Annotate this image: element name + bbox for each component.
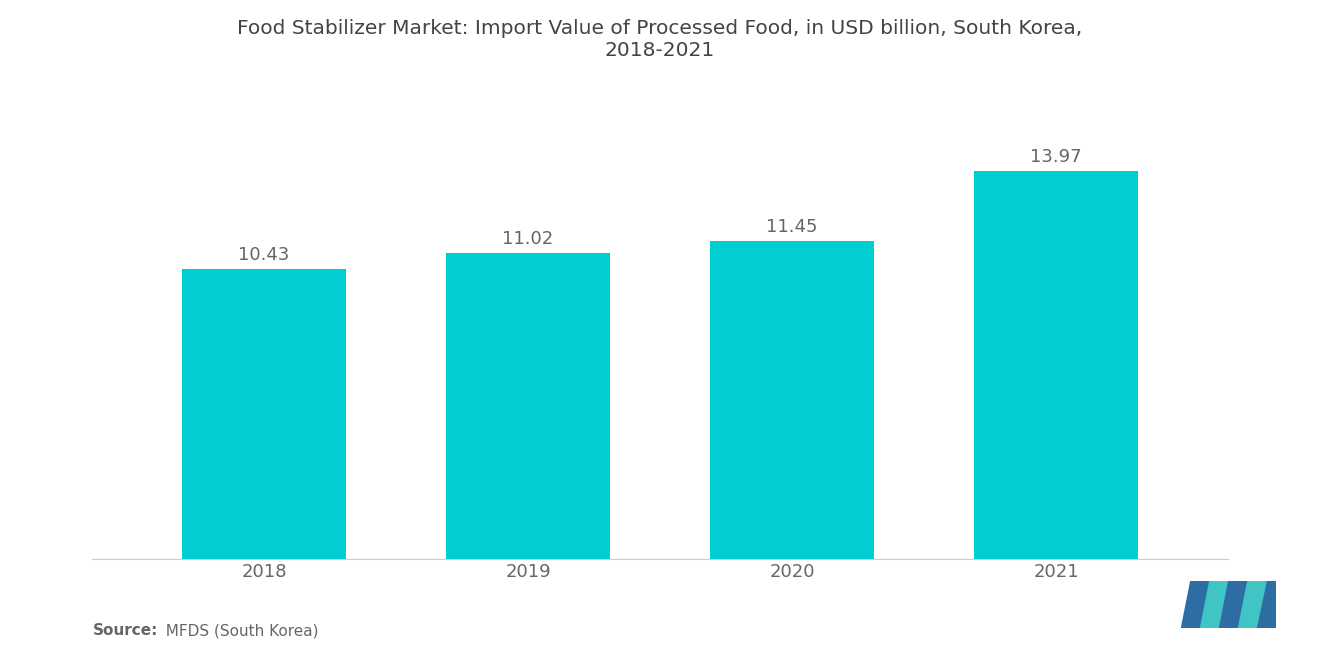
Title: Food Stabilizer Market: Import Value of Processed Food, in USD billion, South Ko: Food Stabilizer Market: Import Value of … bbox=[238, 19, 1082, 60]
Polygon shape bbox=[1181, 581, 1210, 628]
Bar bbox=[710, 241, 874, 559]
Text: 11.02: 11.02 bbox=[503, 229, 553, 247]
Polygon shape bbox=[1238, 581, 1267, 628]
Bar bbox=[446, 253, 610, 559]
Text: Source:: Source: bbox=[92, 623, 158, 638]
Text: MFDS (South Korea): MFDS (South Korea) bbox=[156, 623, 318, 638]
Polygon shape bbox=[1200, 581, 1229, 628]
Bar bbox=[182, 269, 346, 559]
Polygon shape bbox=[1220, 581, 1247, 628]
Bar bbox=[974, 171, 1138, 559]
Text: 10.43: 10.43 bbox=[239, 246, 289, 264]
Text: 11.45: 11.45 bbox=[766, 217, 818, 235]
Polygon shape bbox=[1258, 581, 1276, 628]
Text: 13.97: 13.97 bbox=[1030, 148, 1082, 166]
